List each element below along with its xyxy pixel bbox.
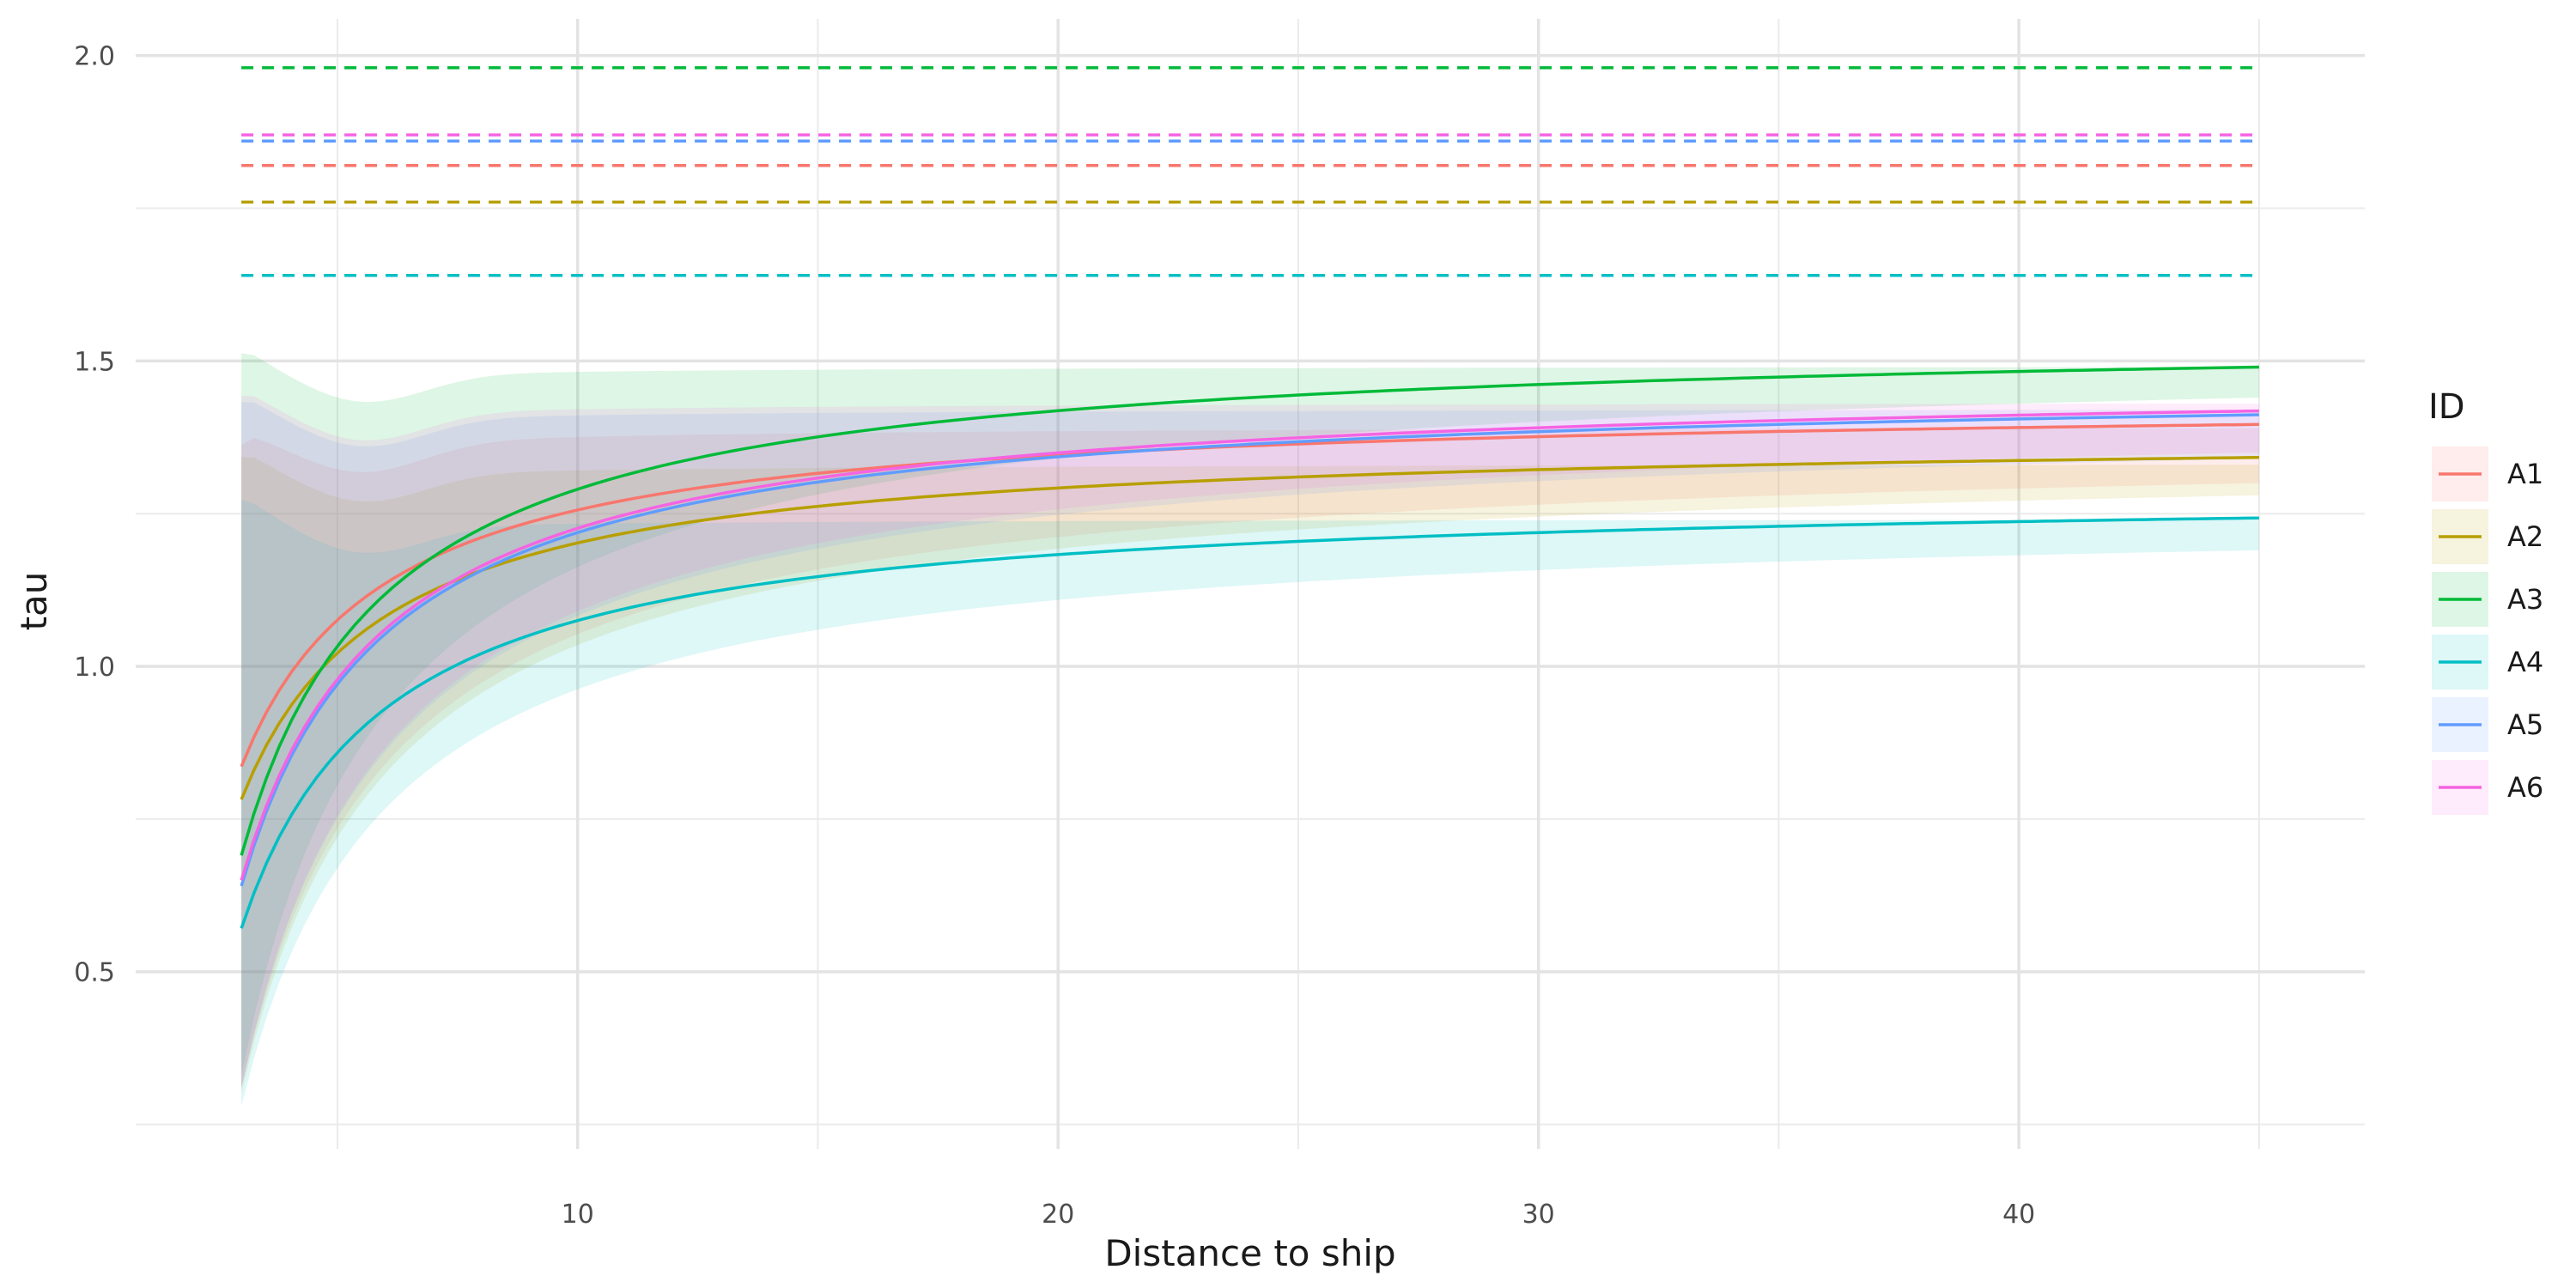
x-tick-label-3: 40 xyxy=(2002,1200,2035,1230)
line-A4 xyxy=(240,516,2259,929)
legend-label-A5: A5 xyxy=(2507,708,2543,741)
confidence-bands xyxy=(241,353,2259,1107)
series-lines xyxy=(240,365,2259,929)
line-A5 xyxy=(240,413,2259,887)
band-A3 xyxy=(241,353,2259,1076)
major-gridlines xyxy=(136,19,2365,1149)
x-tick-label-0: 10 xyxy=(562,1200,594,1230)
band-A4 xyxy=(241,500,2259,1107)
line-A6 xyxy=(240,409,2259,881)
y-tick-label-3: 2.0 xyxy=(74,42,115,72)
x-tick-label-2: 30 xyxy=(1522,1200,1555,1230)
band-A1 xyxy=(241,428,2259,1088)
band-A5 xyxy=(241,402,2259,1088)
y-tick-label-0: 0.5 xyxy=(74,958,115,988)
legend-label-A1: A1 xyxy=(2507,458,2543,490)
reference-lines xyxy=(241,66,2259,277)
y-tick-label-1: 1.0 xyxy=(74,653,115,683)
legend-label-A6: A6 xyxy=(2507,771,2543,804)
x-tick-label-1: 20 xyxy=(1042,1200,1074,1230)
legend-label-A3: A3 xyxy=(2507,583,2543,616)
x-axis-title: Distance to ship xyxy=(1104,1232,1395,1274)
legend-items: A1 A2 A3 A4 A5 A6 xyxy=(2432,447,2543,815)
legend-title: ID xyxy=(2428,387,2465,427)
band-A2 xyxy=(241,457,2259,1094)
y-axis-title: tau xyxy=(13,572,55,631)
y-tick-label-2: 1.5 xyxy=(74,347,115,377)
line-A2 xyxy=(240,456,2259,800)
x-axis-ticks: 10 20 30 40 xyxy=(562,1200,2036,1230)
line-A1 xyxy=(240,422,2259,768)
legend: ID A1 A2 A3 A4 A5 A6 xyxy=(2428,387,2543,815)
y-axis-ticks: 0.5 1.0 1.5 2.0 xyxy=(74,42,115,988)
line-A3 xyxy=(240,365,2259,856)
legend-label-A2: A2 xyxy=(2507,520,2543,553)
legend-label-A4: A4 xyxy=(2507,646,2543,678)
minor-gridlines xyxy=(136,19,2365,1149)
band-A6 xyxy=(241,396,2259,1088)
